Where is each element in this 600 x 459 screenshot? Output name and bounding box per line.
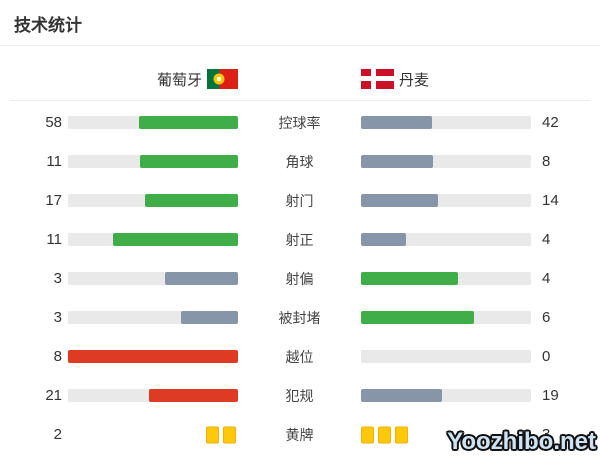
home-bar <box>68 272 238 285</box>
stat-row: 3 射偏 4 <box>0 259 600 298</box>
home-bar-fill <box>148 389 238 402</box>
portugal-flag-icon <box>207 69 238 89</box>
away-bar-fill <box>361 116 433 129</box>
yellow-card-icons <box>361 426 408 443</box>
away-bar <box>361 155 531 168</box>
home-bar <box>68 350 238 363</box>
away-bar-fill <box>361 155 433 168</box>
yellow-card-icon <box>395 426 408 443</box>
away-value: 6 <box>542 309 551 326</box>
away-value: 42 <box>542 114 559 131</box>
home-bar-fill <box>139 116 238 129</box>
away-bar-track <box>361 350 531 363</box>
away-bar-fill <box>361 194 438 207</box>
watermark: Yoozhibo.net <box>447 428 596 455</box>
home-value: 3 <box>53 270 62 287</box>
away-bar <box>361 311 531 324</box>
stat-label: 射偏 <box>285 270 314 287</box>
away-team-name: 丹麦 <box>399 71 430 89</box>
home-value: 2 <box>53 426 62 443</box>
stat-label: 黄牌 <box>285 426 314 443</box>
away-bar-fill <box>361 233 407 246</box>
home-bar <box>68 155 238 168</box>
home-bar-fill <box>181 311 238 324</box>
home-value: 11 <box>46 231 62 248</box>
away-bar <box>361 350 531 363</box>
stat-row: 3 被封堵 6 <box>0 298 600 337</box>
home-bar <box>68 116 238 129</box>
stat-row: 21 犯规 19 <box>0 376 600 415</box>
stat-label: 射正 <box>285 231 314 248</box>
header-divider <box>10 100 590 101</box>
yellow-card-icon <box>223 426 236 443</box>
away-value: 19 <box>542 387 559 404</box>
home-bar <box>68 311 238 324</box>
stat-label: 射门 <box>285 192 314 209</box>
yellow-card-icon <box>206 426 219 443</box>
away-bar <box>361 389 531 402</box>
home-value: 21 <box>45 387 62 404</box>
away-value: 4 <box>542 270 551 287</box>
home-bar-fill <box>144 194 238 207</box>
away-team-header: 丹麦 <box>361 62 429 96</box>
home-value: 17 <box>45 192 62 209</box>
stat-row: 58 控球率 42 <box>0 103 600 142</box>
stat-label: 角球 <box>285 153 314 170</box>
home-bar-fill <box>139 155 238 168</box>
home-value: 58 <box>45 114 62 131</box>
home-bar-fill <box>68 350 238 363</box>
stat-row: 17 射门 14 <box>0 181 600 220</box>
stat-row: 11 角球 8 <box>0 142 600 181</box>
away-value: 0 <box>542 348 551 365</box>
yellow-card-icon <box>378 426 391 443</box>
stat-row: 11 射正 4 <box>0 220 600 259</box>
title-divider <box>0 45 600 46</box>
away-bar <box>361 194 531 207</box>
home-bar <box>68 426 238 443</box>
yellow-card-icons <box>206 426 236 443</box>
away-value: 14 <box>542 192 559 209</box>
home-bar <box>68 194 238 207</box>
stat-row: 8 越位 0 <box>0 337 600 376</box>
away-bar <box>361 116 531 129</box>
yellow-card-icon <box>361 426 374 443</box>
home-team-name: 葡萄牙 <box>156 71 202 89</box>
stat-label: 越位 <box>285 348 314 365</box>
away-bar-fill <box>361 311 475 324</box>
away-bar <box>361 426 531 443</box>
away-value: 4 <box>542 231 551 248</box>
home-bar <box>68 233 238 246</box>
away-bar-fill <box>361 389 442 402</box>
away-bar <box>361 272 531 285</box>
home-value: 3 <box>53 309 62 326</box>
stat-label: 被封堵 <box>278 309 321 326</box>
stat-label: 控球率 <box>278 114 321 131</box>
home-value: 11 <box>46 153 62 170</box>
stat-row: 2 黄牌 3 <box>0 415 600 454</box>
away-bar-fill <box>361 272 459 285</box>
home-team-header: 葡萄牙 <box>0 62 238 96</box>
home-bar-fill <box>113 233 238 246</box>
home-bar-fill <box>165 272 238 285</box>
stat-rows: 58 控球率 42 11 角球 8 17 射门 14 11 <box>0 103 600 454</box>
home-value: 8 <box>53 348 62 365</box>
away-bar <box>361 233 531 246</box>
page-title: 技术统计 <box>14 16 82 35</box>
denmark-flag-icon <box>361 69 394 89</box>
stat-label: 犯规 <box>285 387 314 404</box>
away-value: 8 <box>542 153 551 170</box>
home-bar <box>68 389 238 402</box>
away-value: 3 <box>542 426 551 443</box>
